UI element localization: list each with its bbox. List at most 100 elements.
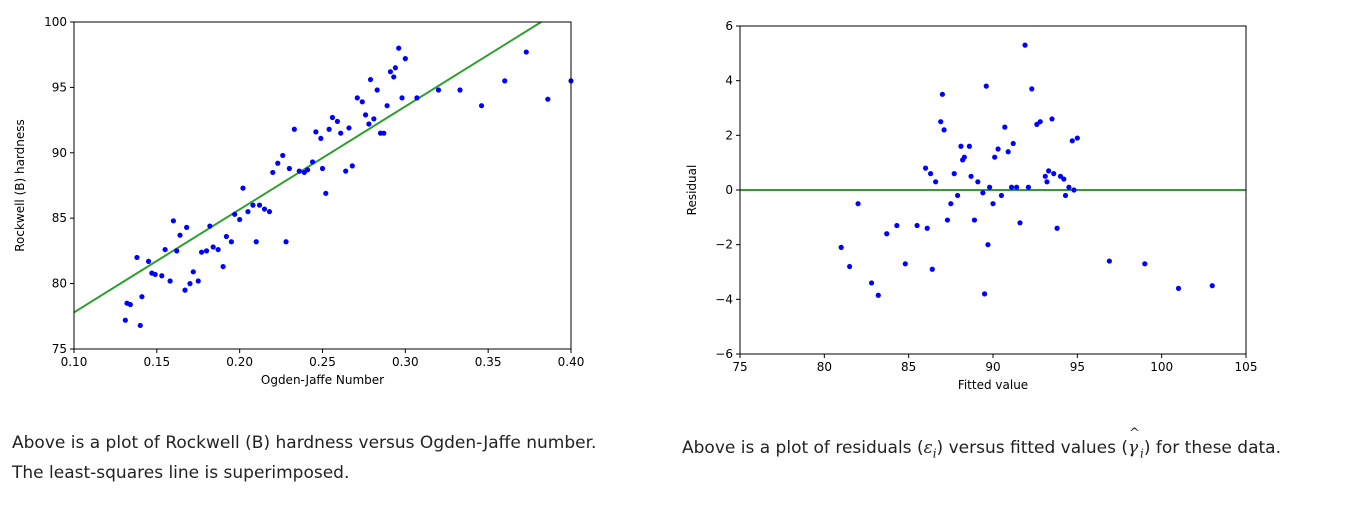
left-data-point	[435, 87, 442, 93]
left-data-point	[354, 95, 360, 101]
left-data-point	[167, 278, 173, 284]
left-fit-line	[74, 22, 542, 314]
gamma-subscript: i	[1140, 446, 1144, 461]
left-data-point	[478, 103, 485, 109]
right-data-point	[998, 192, 1005, 199]
right-data-point	[1029, 86, 1035, 92]
right-data-point	[1071, 187, 1077, 193]
left-data-point	[232, 211, 238, 217]
right-caption-suffix: ) for these data.	[1143, 438, 1281, 458]
right-data-point	[960, 157, 966, 163]
right-data-point	[939, 91, 946, 97]
left-data-point	[399, 95, 405, 101]
left-data-point	[313, 129, 319, 135]
left-y-tick-label: 80	[52, 277, 67, 291]
right-data-point	[1175, 285, 1182, 291]
left-data-point	[190, 269, 196, 275]
right-data-point	[1044, 179, 1050, 185]
left-data-point	[414, 95, 420, 101]
left-data-point	[367, 76, 374, 83]
right-data-point	[1017, 220, 1023, 226]
left-data-point	[207, 223, 213, 229]
right-data-point	[944, 217, 951, 223]
right-data-point	[985, 242, 991, 248]
right-x-tick-label: 100	[1150, 360, 1173, 374]
left-data-point	[203, 248, 210, 254]
left-data-point	[170, 218, 176, 224]
left-data-point	[359, 99, 365, 105]
right-data-point	[1005, 149, 1011, 155]
right-data-point	[1061, 176, 1067, 182]
left-data-point	[122, 317, 128, 323]
right-y-tick-label: −4	[715, 292, 733, 306]
right-x-tick-label: 95	[1070, 360, 1085, 374]
left-data-point	[223, 233, 230, 240]
right-data-point	[983, 83, 989, 89]
left-x-tick-label: 0.25	[309, 355, 336, 369]
right-data-point	[975, 179, 981, 185]
right-data-point	[884, 231, 890, 237]
left-data-point	[159, 273, 165, 279]
right-data-point	[927, 171, 934, 177]
right-data-point	[1025, 184, 1032, 190]
left-data-point	[237, 216, 243, 223]
right-data-point	[966, 143, 972, 149]
left-data-point	[240, 185, 246, 191]
left-data-point	[381, 130, 387, 136]
left-y-tick-label: 90	[52, 146, 67, 160]
right-data-point	[1046, 168, 1052, 174]
left-data-point	[137, 322, 143, 329]
right-data-point	[1054, 225, 1060, 231]
left-data-point	[261, 206, 268, 212]
right-y-tick-label: −6	[715, 347, 733, 361]
left-data-point	[245, 209, 251, 215]
left-data-point	[215, 246, 221, 253]
right-x-tick-label: 105	[1235, 360, 1258, 374]
left-y-axis-title: Rockwell (B) hardness	[13, 119, 27, 252]
left-data-point	[220, 263, 226, 270]
left-data-point	[319, 165, 326, 172]
gamma-symbol: γ	[1128, 438, 1139, 458]
left-data-point	[187, 281, 193, 287]
left-data-point	[182, 287, 188, 293]
right-data-point	[902, 261, 908, 267]
hardness-scatter-chart: 0.10 0.15 0.20 0.25 0.30 0.35 0.40 75 80 85 90 95 10…	[13, 15, 584, 387]
left-y-tick-label: 85	[52, 211, 67, 225]
residual-scatter-chart: 75 80 85 90 95 100 105 −6 −4 −2 0 2 4 6 Fitted value Re…	[685, 19, 1257, 392]
left-data-point	[275, 160, 281, 166]
left-caption-line-2: The least-squares line is superimposed.	[12, 463, 350, 483]
left-data-point	[253, 239, 259, 245]
left-data-point	[502, 78, 508, 84]
right-data-point	[933, 179, 939, 185]
left-data-point	[387, 69, 394, 75]
left-data-point	[177, 232, 183, 238]
left-data-point	[291, 126, 297, 132]
epsilon-subscript: i	[932, 446, 937, 461]
left-data-point	[362, 112, 369, 118]
right-data-point	[929, 266, 935, 272]
right-data-point	[1142, 261, 1148, 267]
left-data-point	[270, 169, 276, 176]
gamma-hat-symbol: ^ γ	[1128, 426, 1140, 463]
right-data-point	[875, 292, 881, 298]
left-data-point	[228, 239, 234, 245]
right-x-tick-label: 85	[901, 360, 916, 374]
left-data-point	[286, 165, 292, 172]
left-data-point	[384, 103, 390, 109]
left-data-point	[371, 116, 377, 122]
right-y-axis-title: Residual	[685, 165, 699, 216]
right-y-tick-label: −2	[715, 238, 733, 252]
left-x-tick-label: 0.30	[392, 355, 419, 369]
left-data-point	[545, 96, 551, 102]
left-data-point	[366, 121, 372, 127]
right-data-point	[1022, 42, 1028, 48]
left-y-tick-label: 75	[52, 342, 67, 356]
right-data-point	[1049, 116, 1055, 122]
left-x-axis-title: Ogden-Jaffe Number	[261, 373, 384, 387]
right-data-point	[1002, 124, 1008, 130]
right-data-point	[924, 225, 930, 231]
left-data-point	[374, 87, 380, 93]
left-x-tick-label: 0.40	[558, 355, 585, 369]
left-data-point	[523, 49, 529, 55]
right-data-point	[1069, 138, 1075, 144]
